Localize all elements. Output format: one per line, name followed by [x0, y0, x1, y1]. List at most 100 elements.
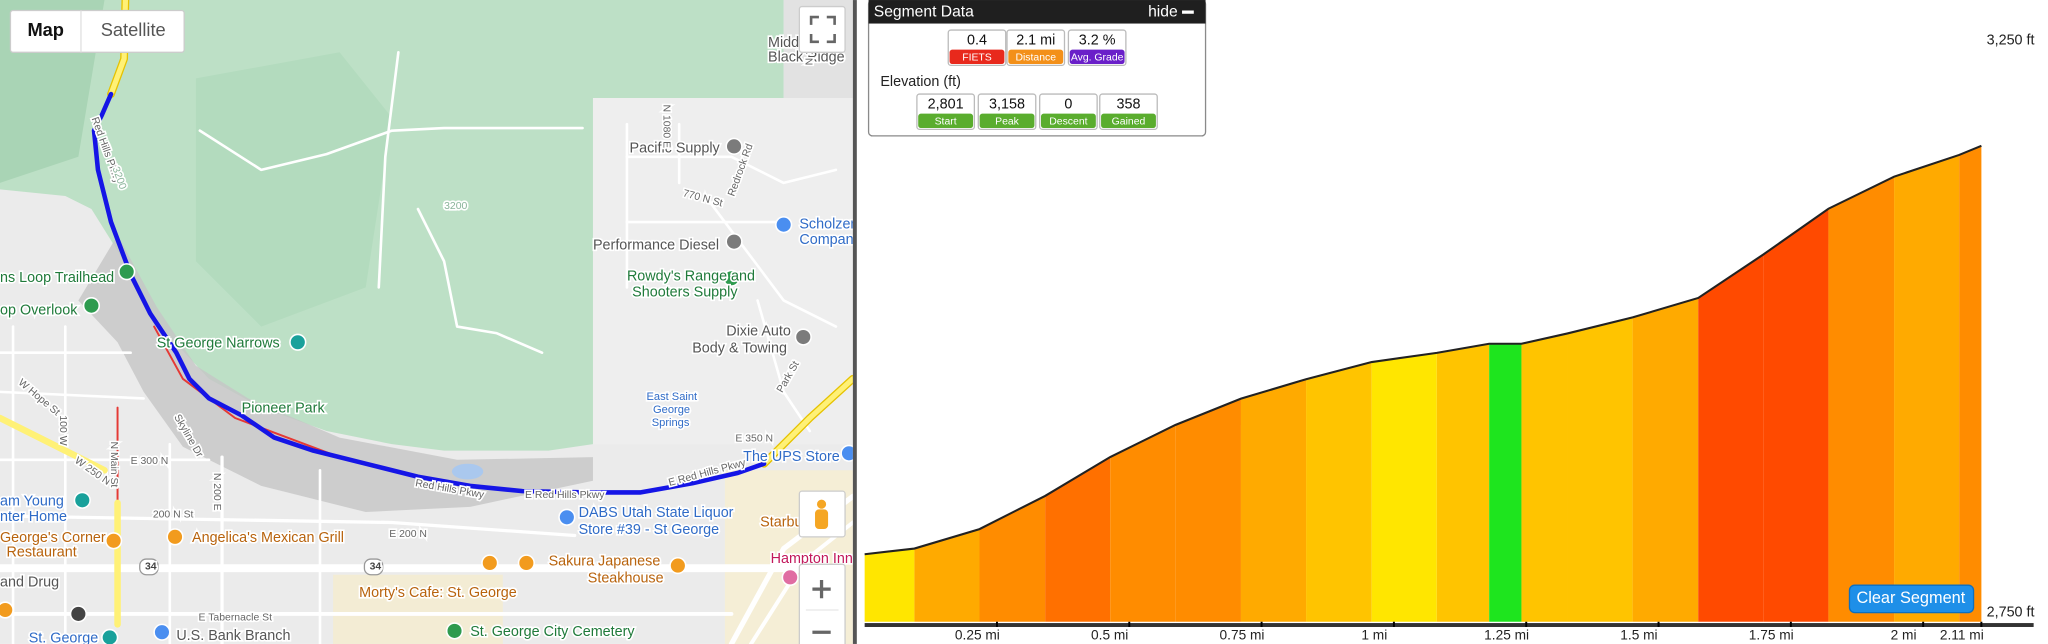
elevation-line — [864, 144, 1982, 556]
stat-label-bg — [1008, 49, 1064, 65]
grade-stripe — [1489, 343, 1522, 622]
grade-stripe — [1698, 254, 1764, 622]
place-label: ns Loop Trailhead — [0, 270, 114, 286]
place-label: St. George City Cemetery — [470, 624, 635, 640]
grade-stripe — [1371, 352, 1437, 622]
panel-title: Segment Data — [874, 4, 974, 21]
grade-stripe — [1828, 176, 1895, 622]
place-label: Midd — [768, 35, 799, 51]
map-button[interactable]: Map — [27, 19, 64, 40]
stat-label-bg — [979, 113, 1035, 129]
pegman-body — [815, 509, 829, 530]
grade-stripe — [1959, 145, 1982, 622]
stat-value: 358 — [1117, 96, 1141, 112]
zoom-control — [798, 563, 846, 644]
place-label: Angelica's Mexican Grill — [192, 530, 344, 546]
map-pin[interactable] — [669, 556, 687, 575]
map-pin[interactable] — [118, 263, 136, 281]
x-tick-label: 2 mi — [1891, 628, 1917, 643]
place-label: Compan — [799, 232, 853, 248]
map-pin[interactable] — [725, 137, 743, 155]
map-pin[interactable] — [445, 622, 464, 640]
map-pin[interactable] — [840, 444, 857, 462]
map-pin[interactable] — [722, 269, 741, 287]
hide-button[interactable]: hide — [1148, 4, 1178, 21]
place-label: DABS Utah State Liquor — [579, 505, 734, 521]
grade-stripe — [1045, 457, 1111, 622]
stat-label-bg — [918, 113, 974, 129]
map-type-control — [9, 9, 185, 53]
grade-stripe — [1567, 317, 1633, 622]
place-label: Springs — [652, 417, 690, 429]
place-label: Store #39 - St George — [579, 522, 719, 538]
clear-segment-label[interactable]: Clear Segment — [1856, 589, 1965, 607]
road — [0, 414, 108, 474]
street-label: E 200 N — [389, 529, 427, 540]
map-pin[interactable] — [794, 328, 812, 346]
stat-label: Peak — [995, 116, 1020, 127]
road — [761, 376, 853, 467]
place-label: Shooters Supply — [632, 284, 738, 300]
map-pin[interactable] — [481, 554, 499, 572]
map-pin[interactable] — [82, 297, 101, 315]
place-label: Pacific Supply — [630, 141, 721, 157]
place-label: Pioneer Park — [242, 401, 326, 417]
road — [0, 390, 145, 400]
route — [91, 91, 767, 495]
street-label: N 200 E — [211, 473, 222, 511]
place-label: St George Narrows — [157, 335, 280, 351]
grade-stripe — [1521, 333, 1568, 622]
stat-label: Gained — [1112, 116, 1146, 127]
segment-panel: Segment Data hide 0.4 FIETS 2.1 mi Distance 3.… — [867, 0, 1207, 137]
map-pin[interactable] — [69, 605, 87, 623]
map-pin[interactable] — [289, 333, 307, 351]
place-label: Performance Diesel — [593, 237, 719, 253]
map-pin[interactable] — [0, 601, 14, 619]
place-label: St. George — [29, 631, 98, 644]
pond — [451, 463, 484, 480]
map-pin[interactable] — [101, 628, 119, 644]
stat-label: FIETS — [962, 52, 992, 63]
map-pin[interactable] — [781, 568, 799, 586]
map-pin[interactable] — [153, 623, 171, 641]
place-label: Starbu — [760, 514, 802, 530]
pegman-head — [816, 499, 827, 509]
x-tick-label: 0.75 mi — [1220, 628, 1265, 643]
hill-shade — [78, 235, 593, 513]
route-shield — [139, 558, 159, 576]
map-pin[interactable] — [166, 528, 184, 546]
x-tick-label: 2.11 mi — [1940, 628, 1984, 643]
stat-value: 0 — [1064, 96, 1072, 112]
road — [0, 514, 577, 538]
street-label: E 300 N — [131, 456, 169, 467]
map-pin[interactable] — [725, 233, 743, 251]
stat-label: Descent — [1049, 116, 1087, 127]
terrain-shade — [195, 52, 392, 327]
panel-header — [868, 0, 1206, 24]
stat-label-bg — [1040, 113, 1096, 129]
satellite-button[interactable]: Satellite — [101, 19, 166, 40]
map-pin[interactable] — [517, 554, 535, 572]
map-pin[interactable] — [775, 216, 793, 234]
x-tick-label: 1.25 mi — [1484, 628, 1529, 643]
grade-stripe — [1306, 362, 1372, 622]
place-label: Morty's Cafe: St. George — [359, 585, 517, 601]
fullscreen-button[interactable] — [798, 5, 846, 53]
zoom-in[interactable] — [812, 579, 831, 599]
stat-value: 0.4 — [967, 32, 987, 48]
stat-label-bg — [949, 49, 1005, 65]
stat-value: 3,158 — [989, 96, 1025, 112]
stat-value: 3.2 % — [1079, 32, 1116, 48]
map-pin[interactable] — [105, 532, 123, 550]
stat-value: 2.1 mi — [1016, 32, 1055, 48]
street-label: 200 N St — [153, 509, 194, 520]
clear-segment-button[interactable] — [1848, 584, 1975, 614]
stat-label-bg — [1101, 113, 1156, 129]
map-pin[interactable] — [73, 491, 91, 509]
place-label: and Drug — [0, 574, 59, 590]
map-pin[interactable] — [558, 508, 576, 526]
street-label: N Main St — [108, 442, 119, 488]
